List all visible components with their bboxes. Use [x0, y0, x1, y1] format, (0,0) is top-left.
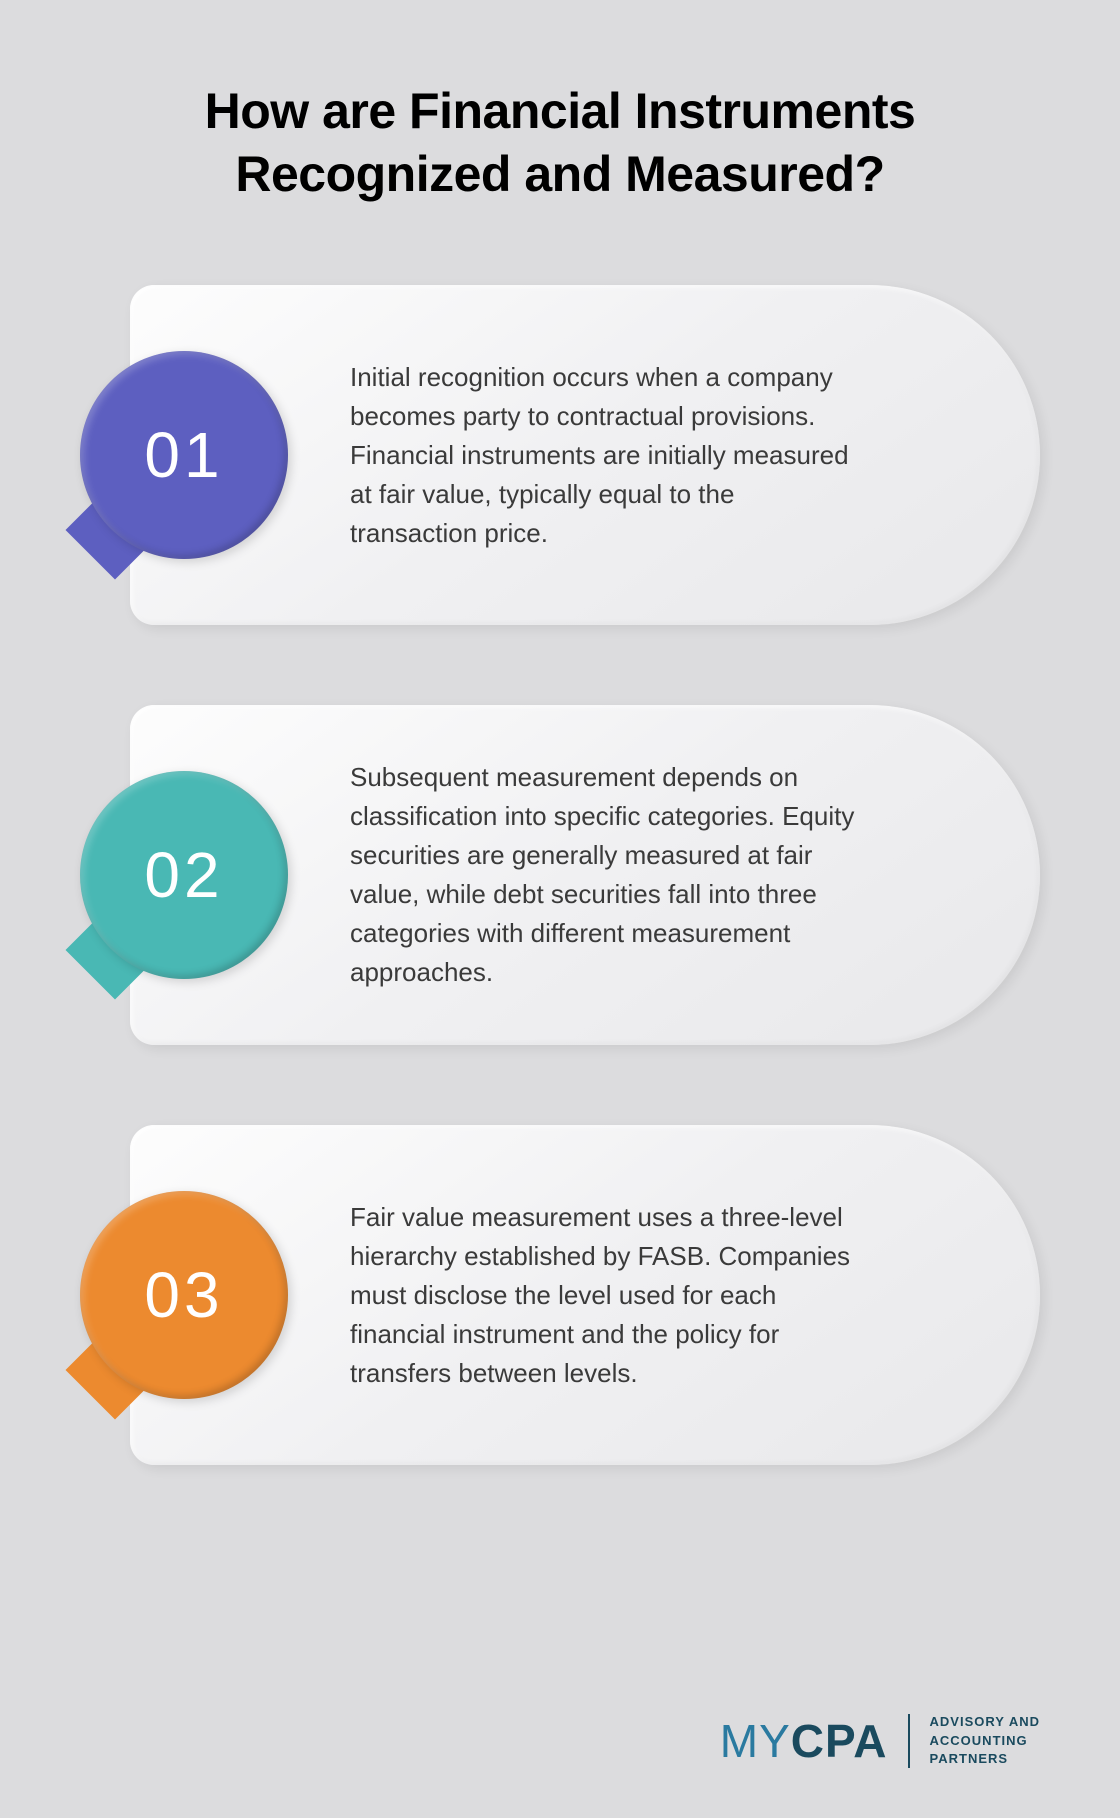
items-list: Initial recognition occurs when a compan… [80, 285, 1040, 1465]
list-item: Fair value measurement uses a three-leve… [80, 1125, 1040, 1465]
item-number: 01 [144, 418, 223, 492]
list-item: Initial recognition occurs when a compan… [80, 285, 1040, 625]
item-text: Fair value measurement uses a three-leve… [350, 1198, 860, 1393]
brand-logo: MYCPA ADVISORY AND ACCOUNTING PARTNERS [720, 1713, 1040, 1768]
logo-brand-dark: CPA [791, 1715, 888, 1767]
item-text: Subsequent measurement depends on classi… [350, 758, 860, 992]
logo-text: MYCPA [720, 1714, 888, 1768]
item-badge: 03 [80, 1191, 288, 1399]
item-badge: 01 [80, 351, 288, 559]
item-text: Initial recognition occurs when a compan… [350, 358, 860, 553]
logo-tagline: ADVISORY AND ACCOUNTING PARTNERS [930, 1713, 1040, 1768]
page-title: How are Financial Instruments Recognized… [80, 80, 1040, 205]
item-number: 03 [144, 1258, 223, 1332]
logo-brand-light: MY [720, 1715, 791, 1767]
item-badge: 02 [80, 771, 288, 979]
item-number: 02 [144, 838, 223, 912]
logo-divider [908, 1714, 910, 1768]
list-item: Subsequent measurement depends on classi… [80, 705, 1040, 1045]
